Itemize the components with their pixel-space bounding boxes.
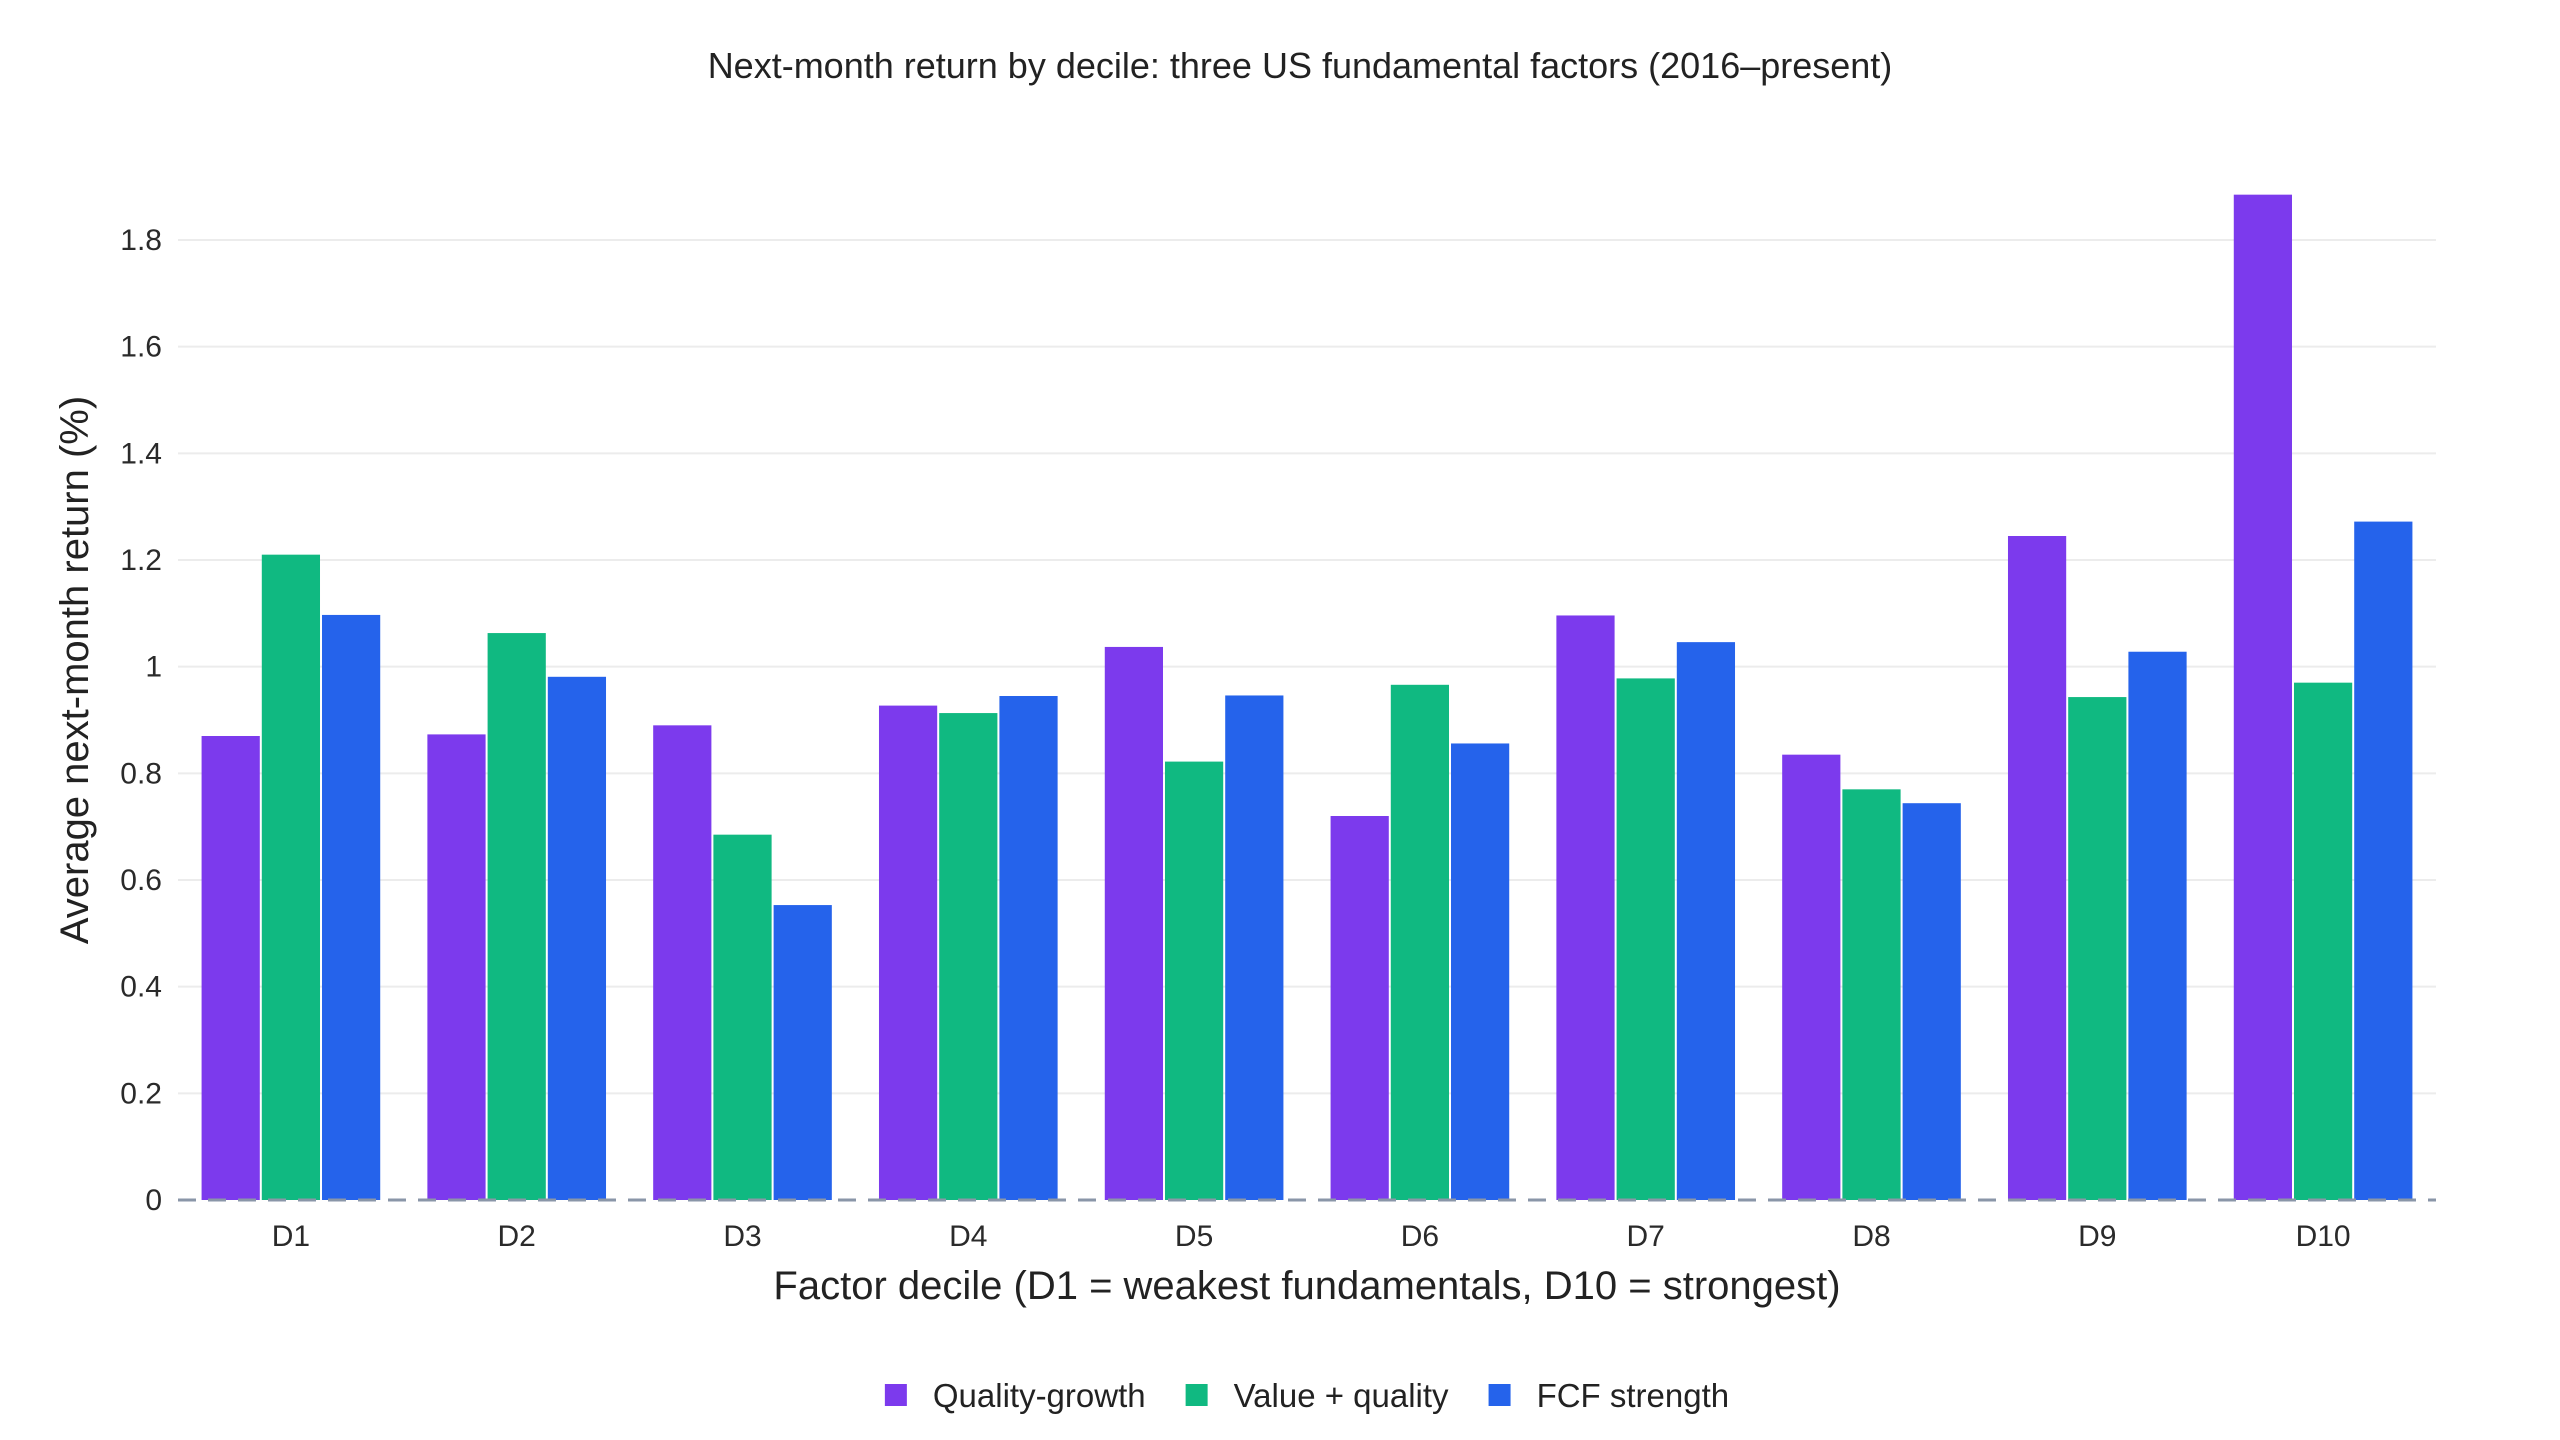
- bar[interactable]: [2233, 194, 2292, 1200]
- x-tick-label: D1: [272, 1220, 310, 1253]
- bar[interactable]: [773, 905, 832, 1200]
- y-tick-label: 0: [145, 1184, 162, 1217]
- bar[interactable]: [939, 713, 998, 1200]
- bar[interactable]: [2354, 521, 2413, 1200]
- bar[interactable]: [487, 633, 546, 1200]
- legend: Quality-growth Value + quality FCF strengt…: [884, 1377, 1730, 1414]
- legend-swatch: [884, 1384, 907, 1406]
- y-tick-label: 1.4: [120, 437, 162, 470]
- y-tick-label: 1.6: [120, 331, 162, 364]
- bars: [201, 194, 2413, 1200]
- x-tick-label: D4: [949, 1220, 987, 1253]
- bar[interactable]: [1451, 743, 1510, 1200]
- bar[interactable]: [1616, 678, 1675, 1200]
- bar[interactable]: [1842, 789, 1901, 1200]
- legend-swatch: [1488, 1384, 1511, 1406]
- bar[interactable]: [1330, 816, 1389, 1200]
- x-axis-ticks: D1 D2 D3 D4 D5 D6 D7 D8 D9 D10: [272, 1220, 2351, 1253]
- legend-label: FCF strength: [1537, 1377, 1730, 1414]
- bar[interactable]: [2293, 682, 2353, 1200]
- y-axis-ticks: 0 0.2 0.4 0.6 0.8 1 1.2 1.4 1.6 1.8: [120, 224, 162, 1217]
- bar[interactable]: [1782, 754, 1841, 1200]
- y-tick-label: 1: [145, 651, 162, 684]
- y-axis-title: Average next-month return (%): [53, 396, 97, 944]
- x-tick-label: D9: [2078, 1220, 2116, 1253]
- legend-label: Quality-growth: [933, 1377, 1146, 1414]
- bar[interactable]: [201, 736, 260, 1200]
- bar[interactable]: [427, 734, 486, 1200]
- bar[interactable]: [1902, 803, 1961, 1200]
- bar[interactable]: [878, 705, 938, 1200]
- y-tick-label: 0.2: [120, 1077, 162, 1110]
- bar[interactable]: [2068, 697, 2127, 1200]
- y-tick-label: 1.2: [120, 544, 162, 577]
- bar[interactable]: [653, 725, 712, 1200]
- bar[interactable]: [2007, 536, 2067, 1200]
- bar[interactable]: [2128, 651, 2187, 1200]
- bar[interactable]: [1164, 761, 1224, 1200]
- x-tick-label: D7: [1627, 1220, 1665, 1253]
- y-tick-label: 0.4: [120, 971, 162, 1004]
- y-tick-label: 0.8: [120, 757, 162, 790]
- x-tick-label: D10: [2296, 1220, 2351, 1253]
- x-tick-label: D3: [723, 1220, 761, 1253]
- bar[interactable]: [261, 554, 321, 1200]
- bar[interactable]: [547, 676, 607, 1200]
- legend-item[interactable]: Value + quality: [1185, 1377, 1449, 1414]
- bar[interactable]: [999, 696, 1058, 1200]
- bar[interactable]: [322, 614, 381, 1200]
- legend-swatch: [1185, 1384, 1208, 1406]
- bar[interactable]: [1676, 642, 1736, 1200]
- chart-title: Next-month return by decile: three US fu…: [708, 45, 1893, 86]
- legend-item[interactable]: Quality-growth: [884, 1377, 1146, 1414]
- y-tick-label: 0.6: [120, 864, 162, 897]
- x-tick-label: D8: [1852, 1220, 1890, 1253]
- bar[interactable]: [1104, 646, 1163, 1200]
- legend-label: Value + quality: [1234, 1377, 1449, 1414]
- bar[interactable]: [1390, 684, 1450, 1200]
- bar[interactable]: [1556, 615, 1615, 1200]
- bar[interactable]: [1225, 695, 1284, 1200]
- x-tick-label: D5: [1175, 1220, 1213, 1253]
- y-tick-label: 1.8: [120, 224, 162, 257]
- x-tick-label: D6: [1401, 1220, 1439, 1253]
- legend-item[interactable]: FCF strength: [1488, 1377, 1730, 1414]
- x-tick-label: D2: [498, 1220, 536, 1253]
- x-axis-title: Factor decile (D1 = weakest fundamentals…: [773, 1264, 1840, 1308]
- bar[interactable]: [713, 834, 772, 1200]
